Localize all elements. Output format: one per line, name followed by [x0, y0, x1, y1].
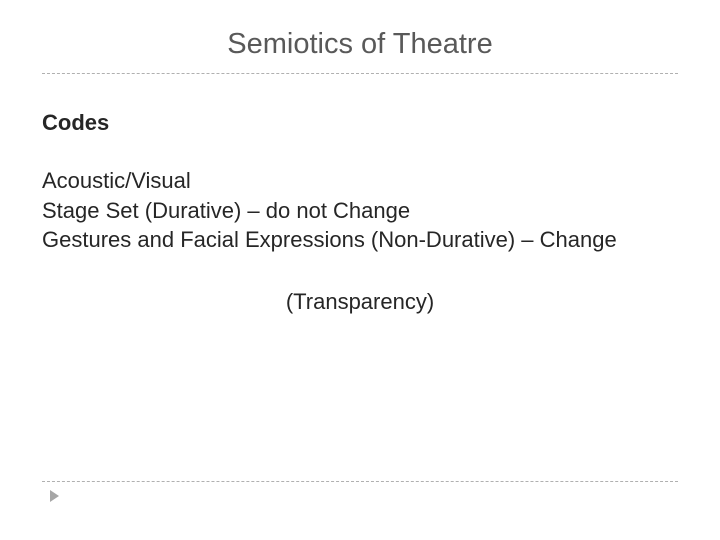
body-line: Acoustic/Visual	[42, 166, 678, 196]
slide-note: (Transparency)	[42, 289, 678, 315]
slide-subtitle: Codes	[42, 110, 678, 136]
body-line: Gestures and Facial Expressions (Non-Dur…	[42, 225, 678, 255]
divider-top	[42, 73, 678, 74]
body-text-block: Acoustic/Visual Stage Set (Durative) – d…	[42, 166, 678, 255]
body-line: Stage Set (Durative) – do not Change	[42, 196, 678, 226]
slide-container: Semiotics of Theatre Codes Acoustic/Visu…	[0, 0, 720, 540]
divider-bottom	[42, 481, 678, 482]
arrow-right-icon	[50, 490, 59, 502]
slide-title: Semiotics of Theatre	[42, 28, 678, 61]
